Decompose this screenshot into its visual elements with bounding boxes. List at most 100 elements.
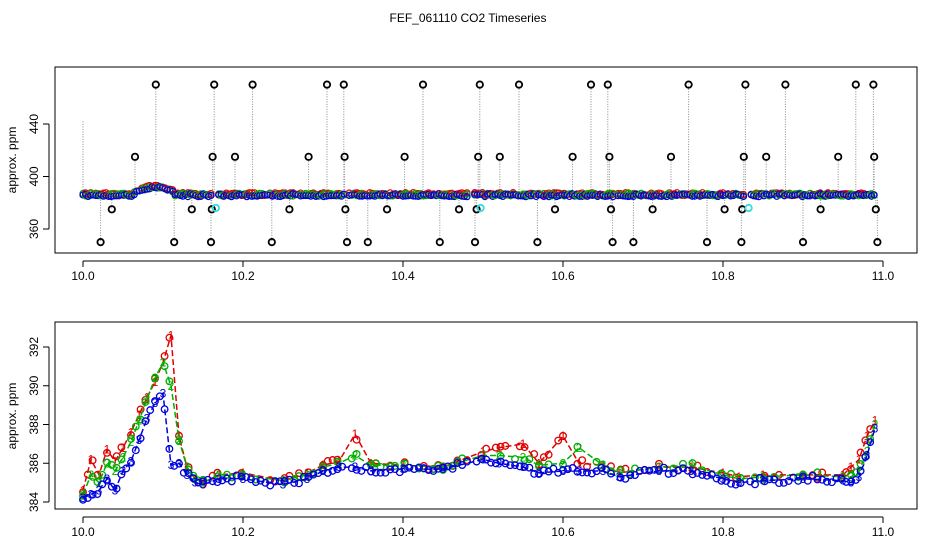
series-point (463, 190, 471, 198)
series-1-point (103, 448, 111, 457)
bottom-panel-y-tick-label: 386 (27, 453, 41, 473)
series-2-point (573, 442, 582, 451)
series-3-point (405, 463, 414, 472)
series-3-point (79, 495, 87, 504)
series-1-label: 1 (216, 468, 223, 482)
series-3-label: 3 (128, 454, 135, 468)
series-3-point (511, 461, 519, 470)
spike-point (869, 80, 878, 89)
spike-point (666, 152, 676, 161)
series-2-label: 2 (688, 458, 695, 472)
series-3-point (151, 397, 159, 406)
series-3-label: 3 (184, 468, 191, 482)
series-3-point (98, 480, 107, 489)
series-3-label: 3 (112, 483, 119, 497)
series-3-point (362, 463, 371, 472)
series-2-label: 2 (440, 460, 447, 474)
series-3-point (525, 463, 534, 472)
top-panel-x-tick-label: 10.6 (551, 269, 575, 283)
series-1-point (501, 441, 510, 450)
series-3-point (463, 457, 471, 466)
series-2-point (227, 473, 236, 482)
spike-point (322, 80, 332, 89)
series-3-point (597, 463, 606, 472)
series-2-point (727, 469, 735, 478)
figure-title: FEF_061110 CO2 Timeseries (390, 11, 547, 25)
spike-point (605, 152, 614, 161)
series-point (207, 191, 215, 200)
series-3-point (842, 477, 851, 486)
series-1-label: 1 (104, 443, 111, 457)
series-2-label: 2 (496, 449, 503, 463)
series-3-point (179, 468, 188, 477)
series-1-point (482, 444, 491, 453)
series-2-point (352, 450, 361, 458)
series-1-point (165, 333, 174, 342)
series-2-label: 2 (560, 456, 567, 470)
series-3-point (213, 478, 222, 487)
series-1-label: 1 (720, 466, 727, 480)
series-3-point (256, 476, 265, 485)
series-3-label: 3 (280, 478, 287, 492)
series-1-point (491, 443, 500, 452)
series-3-point (338, 462, 347, 471)
series-3-point (208, 477, 217, 486)
top-panel-ylabel: approx. ppm (5, 127, 19, 194)
spike-point (684, 80, 693, 89)
series-2-label: 2 (736, 472, 743, 486)
series-2-label: 2 (856, 464, 863, 478)
spike-point (586, 80, 596, 89)
series-2-point (160, 362, 169, 371)
bottom-panel-frame (54, 321, 918, 510)
series-3-point (712, 474, 721, 483)
series-2-label: 2 (352, 449, 359, 463)
spike-point (648, 205, 657, 214)
spike-point (267, 238, 276, 247)
series-1-label: 1 (112, 454, 119, 468)
spike-point (629, 238, 638, 247)
top-panel-axes: 10.0 10.2 10.4 10.6 10.8 11.0 360 400 440 (27, 114, 895, 283)
spike-point (472, 205, 481, 214)
series-3-label: 3 (520, 460, 527, 474)
top-panel: approx. ppm 10.0 10.2 10.4 10.6 10.8 11.0 360 4… (5, 66, 918, 283)
series-2-point (112, 463, 121, 472)
bottom-panel-x-tick-label: 10.4 (391, 525, 415, 539)
series-2-point (127, 434, 135, 443)
series-1-label: 1 (576, 456, 583, 470)
spike-point (187, 205, 196, 214)
series-3-point (664, 469, 673, 478)
series-3-point (419, 464, 428, 473)
series-3-label: 3 (200, 478, 207, 492)
series-3-point (170, 461, 179, 470)
cyan-point (211, 203, 220, 213)
bottom-panel-ylabel: approx. ppm (5, 383, 19, 450)
series-3-point (328, 466, 337, 475)
series-1-label: 1 (304, 466, 311, 480)
spike-point (208, 152, 217, 161)
spike-point (382, 205, 392, 214)
series-2-point (136, 415, 145, 424)
series-1-point (861, 436, 870, 445)
series-3-point (227, 477, 236, 486)
spike-point (304, 152, 313, 161)
series-3-label: 3 (720, 472, 727, 486)
series-2-point (597, 461, 606, 470)
series-3-label: 3 (576, 464, 583, 478)
series-3-point (760, 477, 769, 486)
series-2-label: 2 (872, 418, 879, 432)
series-2-label: 2 (840, 470, 847, 484)
spike-point (454, 205, 464, 214)
series-3-label: 3 (320, 464, 327, 478)
series-3-point (803, 476, 812, 485)
series-3-point (323, 468, 332, 477)
series-3-point (635, 466, 644, 475)
spike-point (851, 80, 860, 89)
series-3-point (376, 468, 385, 477)
series-2-label: 2 (536, 458, 543, 472)
series-2-label: 2 (88, 468, 95, 482)
series-3-point (563, 465, 572, 474)
series-1-point (515, 442, 524, 451)
series-3-point (477, 454, 486, 463)
